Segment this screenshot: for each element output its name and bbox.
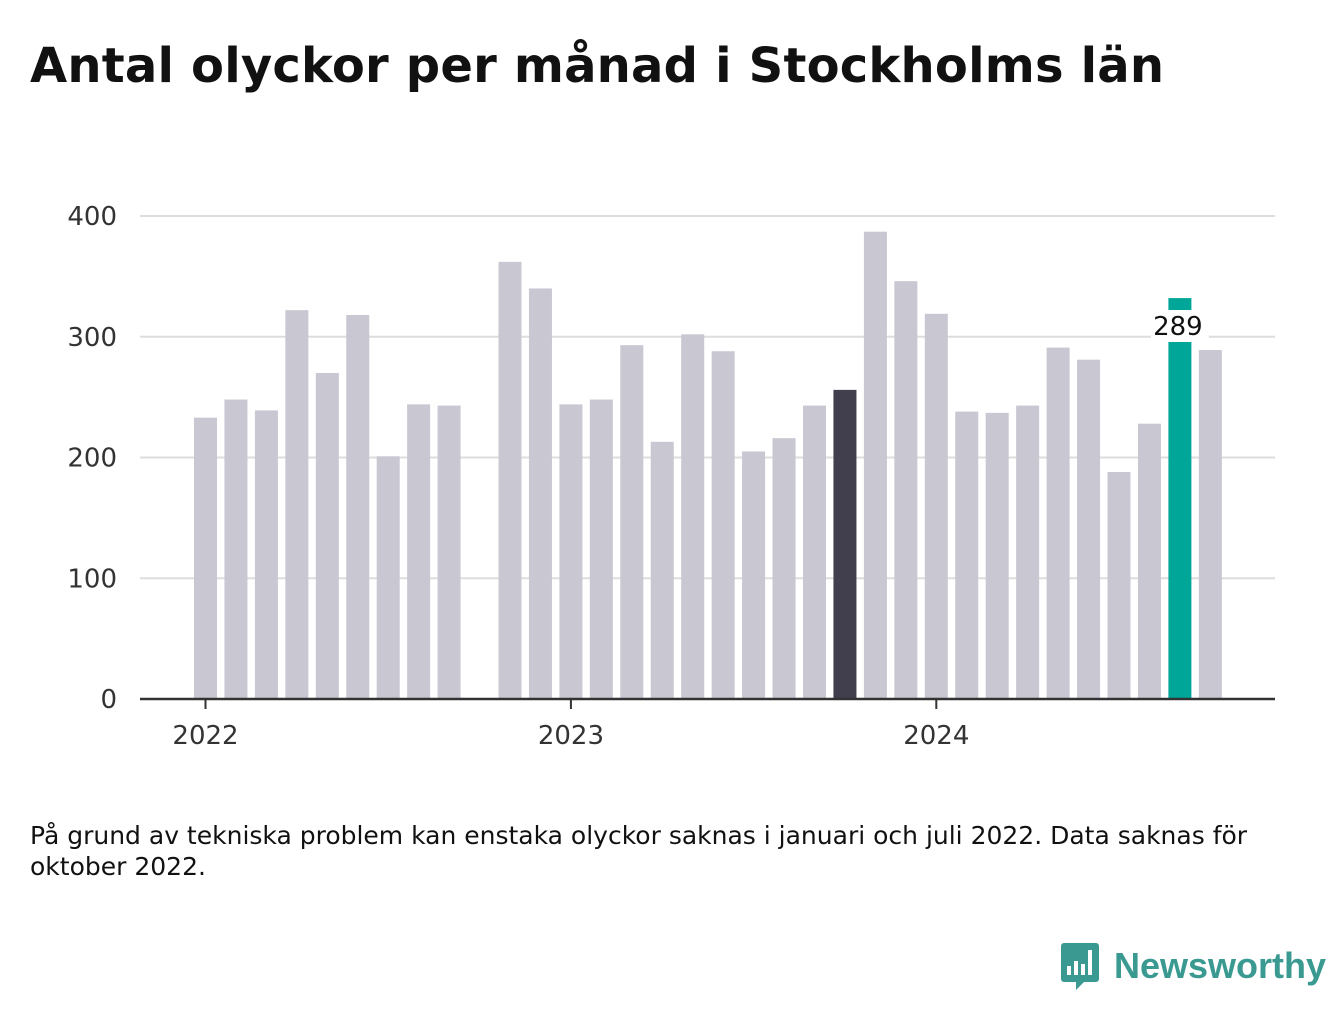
brand-logo[interactable]: Newsworthy <box>1060 940 1326 992</box>
bar-2023-07 <box>742 451 766 699</box>
bar-2023-01 <box>559 404 583 699</box>
bar-chart: 0 100 200 300 400 2022 2023 2024 289 <box>67 202 1275 751</box>
bar-2023-08 <box>772 438 796 699</box>
value-label-background <box>1150 310 1209 343</box>
x-axis-tick-labels: 2022 2023 2024 <box>172 721 969 751</box>
bar-2022-12 <box>528 288 552 699</box>
bar-2024-01 <box>924 313 948 699</box>
x-tick-label: 2023 <box>538 721 604 751</box>
x-tick-label: 2022 <box>172 721 238 751</box>
bar-2023-10 <box>833 389 857 699</box>
y-tick-label: 0 <box>100 685 117 715</box>
bar-2022-06 <box>346 315 370 699</box>
y-axis-tick-labels: 0 100 200 300 400 <box>67 202 117 715</box>
bar-2022-11 <box>498 261 522 699</box>
footnote: På grund av tekniska problem kan enstaka… <box>30 821 1248 881</box>
bar-2023-11 <box>863 231 887 699</box>
bar-2023-09 <box>803 405 826 699</box>
bar-2024-05 <box>1046 347 1070 699</box>
bar-2022-09 <box>437 405 461 699</box>
value-label: 289 <box>1153 312 1203 342</box>
bar-2024-02 <box>955 411 979 699</box>
bar-2022-04 <box>285 310 309 699</box>
bar-2024-07 <box>1107 471 1131 699</box>
bar-2023-03 <box>620 345 644 699</box>
y-tick-label: 200 <box>67 444 117 474</box>
bar-2023-04 <box>650 441 674 699</box>
brand-name: Newsworthy <box>1114 945 1327 986</box>
bar-2024-04 <box>1016 405 1040 699</box>
bar-2023-02 <box>589 399 613 699</box>
y-tick-label: 100 <box>67 564 117 594</box>
x-axis <box>140 697 1275 709</box>
bar-2024-06 <box>1077 359 1101 699</box>
bar-2024-08 <box>1137 423 1161 699</box>
bar-2023-06 <box>711 351 735 699</box>
bar-2022-01 <box>194 417 217 699</box>
y-tick-label: 400 <box>67 202 117 232</box>
bar-2024-10 <box>1198 350 1222 699</box>
grid-lines <box>140 215 1275 580</box>
bar-2022-08 <box>407 404 431 699</box>
bar-2022-07 <box>376 456 400 699</box>
chart-title: Antal olyckor per månad i Stockholms län <box>30 38 1165 94</box>
x-tick-label: 2024 <box>903 721 969 751</box>
bar-2022-02 <box>224 399 248 699</box>
newsworthy-logo-icon <box>1061 943 1099 990</box>
y-tick-label: 300 <box>67 323 117 353</box>
bar-2024-09 <box>1168 298 1192 699</box>
bar-2022-05 <box>315 372 339 699</box>
value-labels: 289 <box>1150 310 1209 343</box>
bar-2023-05 <box>681 334 705 699</box>
bar-2023-12 <box>894 281 918 699</box>
bars <box>194 231 1222 699</box>
bar-2024-03 <box>985 412 1009 699</box>
bar-2022-03 <box>254 410 278 699</box>
